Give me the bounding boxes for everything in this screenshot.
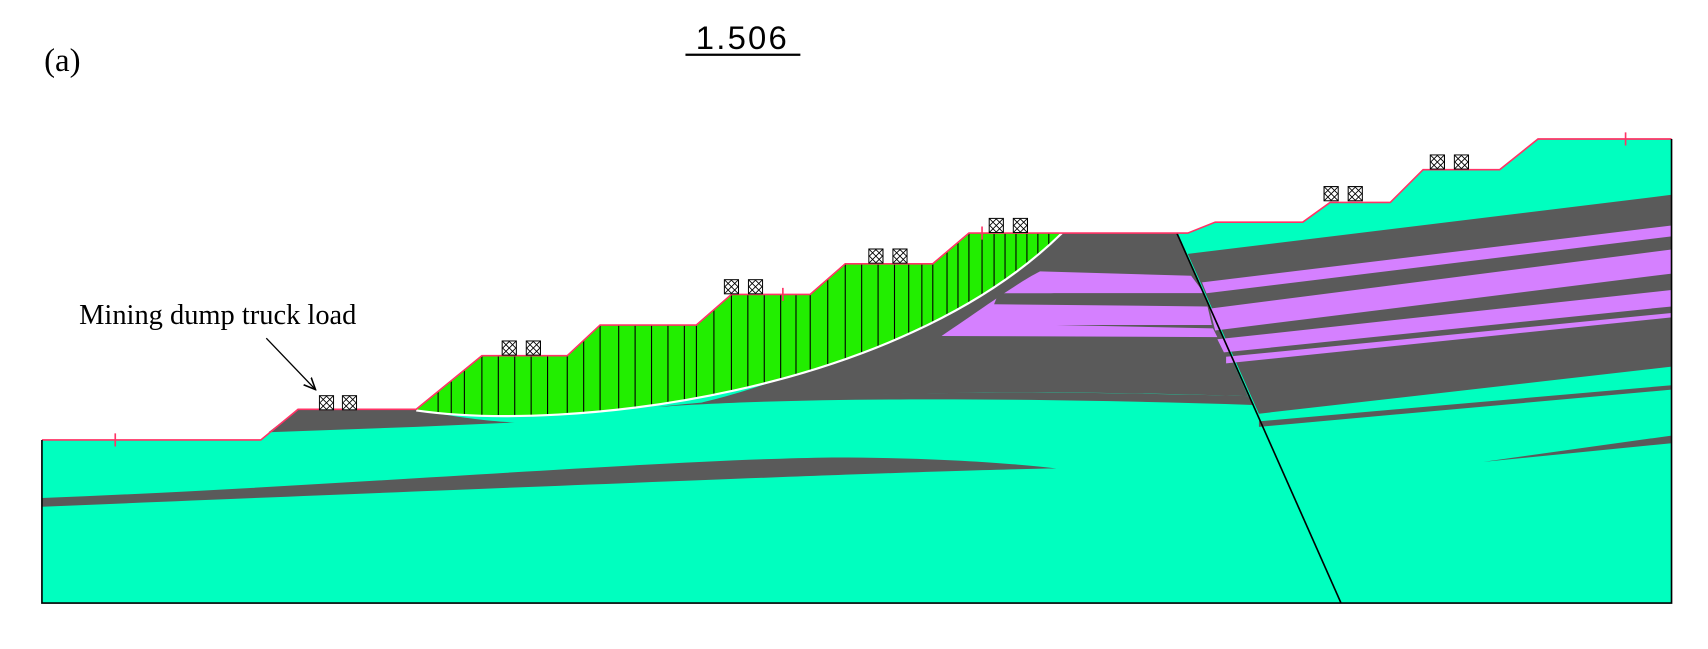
- truck-load: [1012, 217, 1029, 234]
- purple-layer: [1226, 313, 1672, 364]
- truck-load: [988, 217, 1004, 234]
- factor-of-safety: 1.506: [696, 19, 789, 56]
- truck-load: [1429, 154, 1445, 170]
- ground-surface: [41, 138, 1672, 441]
- truck-load: [868, 248, 884, 264]
- purple-layer: [1209, 249, 1672, 331]
- model-boundary: [41, 138, 1673, 604]
- truck-load: [892, 248, 908, 264]
- purple-layer: [1217, 290, 1672, 353]
- truck-load: [1323, 186, 1339, 202]
- truck-load: [1347, 186, 1363, 202]
- surface-ticks: [114, 132, 1627, 447]
- coal-seam: [41, 457, 1057, 507]
- truck-load: [1453, 154, 1470, 170]
- truck-load: [525, 340, 541, 356]
- truck-load: [318, 395, 335, 411]
- annotation-arrow: [265, 337, 315, 389]
- annotation: Mining dump truck load: [79, 300, 356, 331]
- coal-seam: [268, 409, 515, 433]
- slip-surface: [416, 232, 1063, 418]
- truck-load: [341, 395, 358, 411]
- purple-layer: [1202, 225, 1672, 294]
- purple-layer: [994, 293, 1208, 307]
- fault: [1176, 232, 1342, 604]
- truck-load: [723, 279, 740, 295]
- coal-seam: [1258, 385, 1672, 427]
- failure-mass: [416, 233, 1062, 417]
- truck-load: [501, 340, 517, 356]
- truck-load: [747, 279, 764, 295]
- panel-label: (a): [44, 43, 80, 79]
- coal-seam: [657, 392, 1254, 408]
